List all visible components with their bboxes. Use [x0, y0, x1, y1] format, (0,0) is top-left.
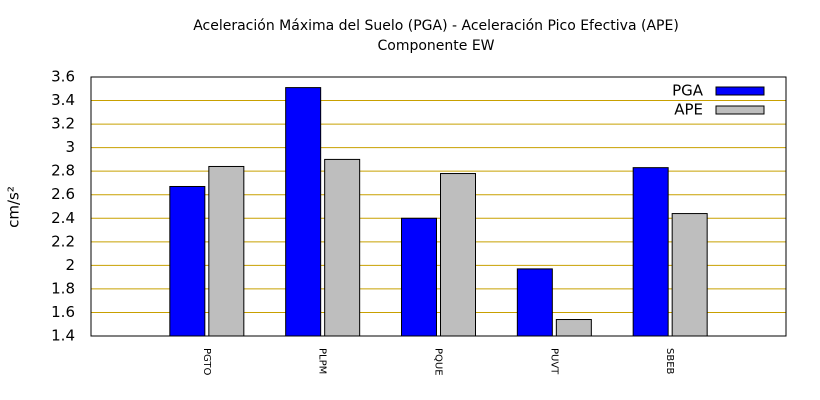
chart-subtitle: Componente EW: [377, 38, 494, 54]
chart-title: Aceleración Máxima del Suelo (PGA) - Ace…: [193, 18, 679, 34]
y-tick-label: 2.8: [51, 162, 75, 180]
y-tick-label: 2.4: [51, 209, 75, 227]
y-tick-label: 2.2: [51, 232, 75, 250]
y-tick-label: 3.4: [51, 91, 75, 109]
y-tick-label: 3.6: [51, 68, 75, 86]
y-tick-label: 1.6: [51, 303, 75, 321]
legend-swatch: [715, 86, 765, 96]
y-tick-label: 3.2: [51, 115, 75, 133]
y-axis-label: cm/s²: [5, 186, 23, 228]
bar: [440, 173, 476, 337]
x-tick-label: PUVT: [548, 348, 559, 375]
x-tick-label: PQUE: [433, 348, 444, 376]
bar: [285, 87, 322, 337]
plot-frame: [90, 76, 787, 337]
legend-label: APE: [674, 101, 703, 119]
bar: [516, 268, 553, 337]
bar: [324, 158, 361, 337]
bar: [632, 167, 669, 337]
y-tick-label: 1.4: [51, 327, 75, 345]
y-tick-label: 2.6: [51, 185, 75, 203]
bar: [208, 165, 245, 337]
bar: [401, 217, 437, 337]
bar: [169, 185, 206, 337]
bar: [555, 319, 592, 337]
x-tick-label: PLPM: [317, 348, 328, 374]
x-tick-label: PGTO: [201, 348, 212, 376]
legend-swatch: [715, 105, 765, 115]
legend-label: PGA: [672, 82, 704, 100]
y-tick-label: 2: [65, 256, 75, 274]
bar: [671, 213, 708, 337]
x-tick-label: SBEB: [664, 348, 675, 375]
y-tick-label: 1.8: [51, 279, 75, 297]
y-tick-label: 3: [65, 138, 75, 156]
